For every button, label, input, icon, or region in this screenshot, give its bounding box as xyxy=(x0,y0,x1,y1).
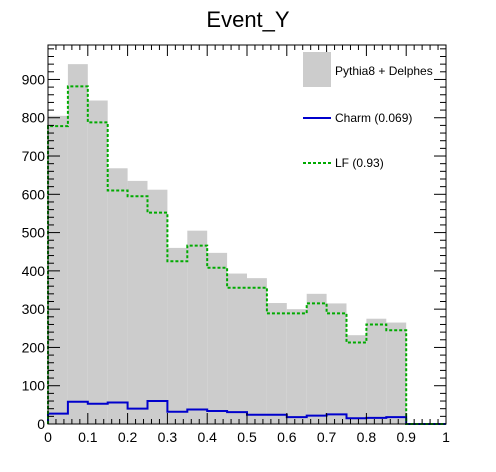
legend-label-charm: Charm (0.069) xyxy=(335,111,412,125)
bar-16 xyxy=(366,318,387,424)
bar-12 xyxy=(286,309,307,424)
bar-6 xyxy=(167,247,188,424)
x-tick-label: 0.3 xyxy=(158,429,178,445)
legend-label-pythia: Pythia8 + Delphes xyxy=(335,64,433,78)
bar-5 xyxy=(147,189,168,424)
y-tick-label: 200 xyxy=(22,339,46,355)
bar-8 xyxy=(207,252,228,424)
legend: Pythia8 + Delphes Charm (0.069) LF (0.93) xyxy=(303,52,433,170)
bar-14 xyxy=(326,303,347,424)
bar-13 xyxy=(306,293,327,424)
y-axis: 0 100 200 300 400 500 600 700 800 900 xyxy=(22,48,446,432)
x-tick-label: 0.2 xyxy=(118,429,138,445)
bar-3 xyxy=(107,168,128,424)
y-tick-label: 300 xyxy=(22,301,46,317)
x-tick-label: 1 xyxy=(442,429,450,445)
bar-11 xyxy=(266,303,287,424)
bar-17 xyxy=(386,322,407,424)
bar-2 xyxy=(87,100,108,424)
y-tick-label: 600 xyxy=(22,186,46,202)
chart-title: Event_Y xyxy=(206,7,289,32)
y-tick-label: 700 xyxy=(22,148,46,164)
y-tick-label: 500 xyxy=(22,225,46,241)
x-tick-label: 0.4 xyxy=(197,429,217,445)
x-tick-label: 0.1 xyxy=(78,429,98,445)
legend-swatch-pythia xyxy=(303,52,331,87)
x-tick-label: 0.8 xyxy=(357,429,377,445)
y-tick-label: 900 xyxy=(22,71,46,87)
bar-15 xyxy=(346,335,367,424)
x-tick-label: 0 xyxy=(44,429,52,445)
x-axis: 0 0.1 0.2 0.3 0.4 0.5 0.6 0.7 0.8 0.9 1 xyxy=(44,45,450,445)
bar-7 xyxy=(187,230,208,424)
y-tick-label: 400 xyxy=(22,263,46,279)
legend-label-lf: LF (0.93) xyxy=(335,156,384,170)
y-tick-label: 100 xyxy=(22,378,46,394)
histogram-bars xyxy=(48,64,407,424)
x-tick-label: 0.6 xyxy=(277,429,297,445)
y-tick-label: 0 xyxy=(37,416,45,432)
bar-9 xyxy=(227,273,247,424)
x-tick-label: 0.7 xyxy=(317,429,337,445)
x-tick-label: 0.9 xyxy=(396,429,416,445)
bar-1 xyxy=(67,64,88,424)
bar-4 xyxy=(127,180,148,424)
y-tick-label: 800 xyxy=(22,110,46,126)
x-tick-label: 0.5 xyxy=(237,429,257,445)
bar-10 xyxy=(247,278,267,424)
